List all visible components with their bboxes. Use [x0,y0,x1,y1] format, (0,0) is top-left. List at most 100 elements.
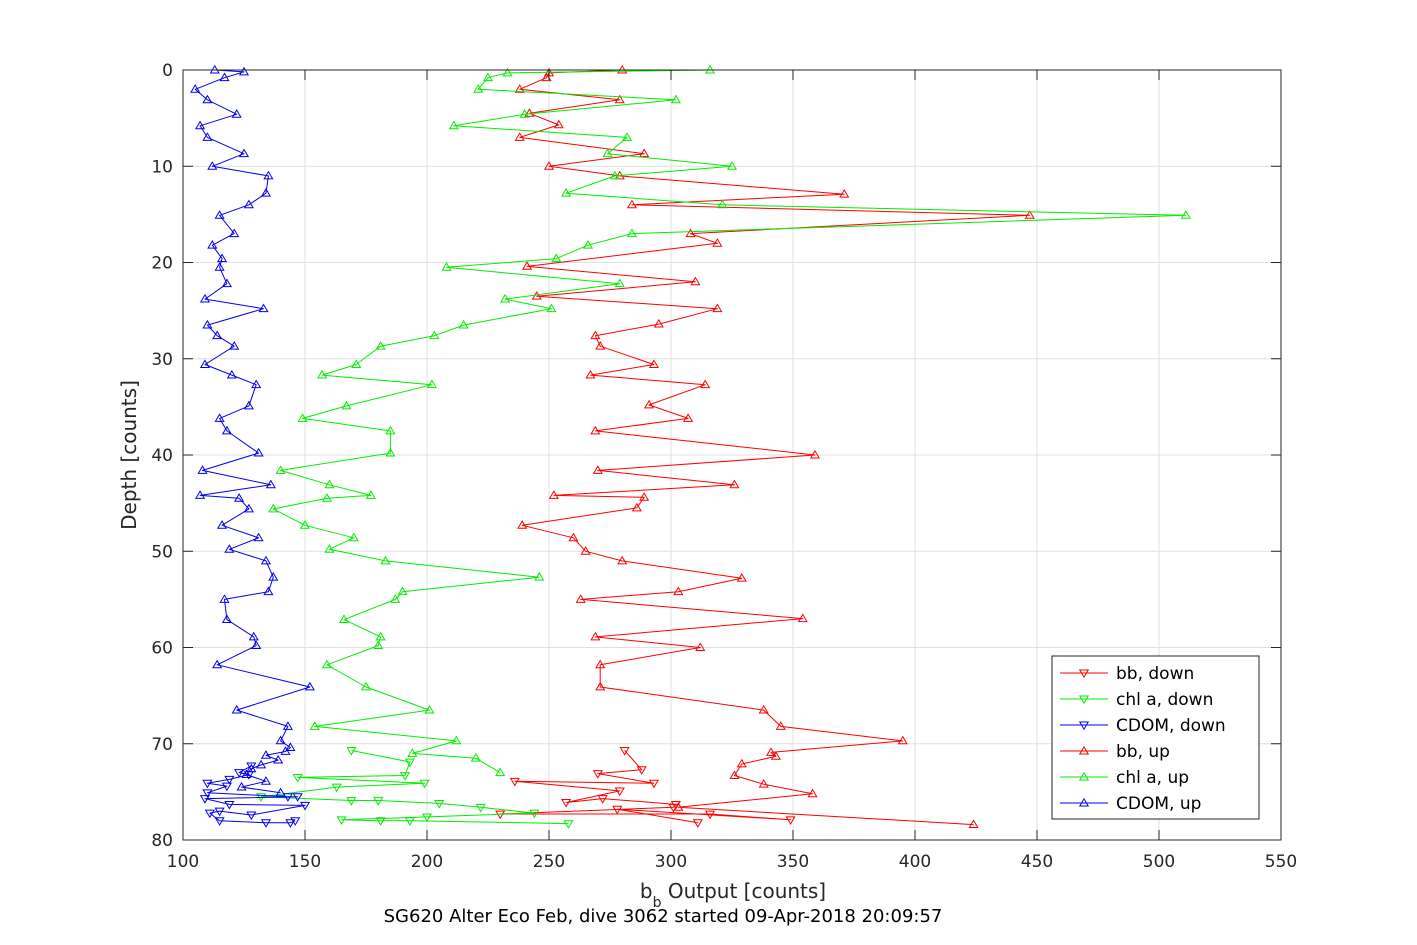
data-point [648,779,659,789]
data-point [268,503,279,513]
data-point [470,753,481,762]
data-point [797,613,808,623]
data-point [473,84,484,93]
legend-item-chl-a-up: chl a, up [1060,768,1189,788]
data-point [260,776,272,785]
data-point [214,413,225,422]
data-point [517,520,528,529]
data-point [209,64,220,74]
data-point [617,555,628,565]
data-point [246,811,257,821]
data-point [700,379,711,389]
data-point [626,228,638,238]
data-point [575,594,586,603]
legend-item-bb-up: bb, up [1060,742,1170,762]
data-point [290,817,301,826]
data-point [346,747,357,756]
data-point [199,359,211,368]
data-point [568,532,579,542]
chart-title: SG620 Alter Eco Feb, dive 3062 started 0… [384,906,943,927]
data-point [292,773,303,783]
data-point [639,492,650,501]
data-point [500,293,511,303]
data-point [441,262,452,271]
data-point [602,148,613,158]
data-point [580,546,591,555]
x-tick-label: 300 [655,852,687,872]
data-point [216,253,228,263]
series-cdom-up [190,64,315,797]
data-point [426,379,437,389]
data-point [219,594,230,603]
data-point [285,819,296,828]
data-point [704,64,716,74]
data-point [260,819,272,828]
x-tick-label: 100 [167,852,199,872]
data-point [280,746,291,755]
data-point [546,303,557,313]
data-point [285,742,296,752]
data-point [207,239,218,249]
x-tick-label: 550 [1265,852,1297,872]
data-point [614,787,625,797]
data-point [785,816,796,825]
data-point [626,199,638,209]
data-point [404,817,415,826]
y-tick-label: 20 [151,254,173,274]
y-tick-label: 50 [151,542,173,562]
y-axis-label: Depth [counts] [117,380,141,530]
data-point [221,614,232,624]
data-point [636,766,647,775]
data-point [597,795,608,804]
data-point [202,779,213,789]
data-point [292,793,303,802]
data-point [268,572,279,581]
data-point [216,520,228,529]
data-point [385,447,396,457]
data-point [809,449,821,459]
data-point [224,544,235,553]
data-point [234,769,245,778]
legend-label: bb, up [1116,742,1170,762]
data-point [375,341,386,350]
data-point [219,72,230,82]
data-point [385,425,396,435]
series-chl-a-up [268,64,1191,777]
data-point [673,802,684,811]
data-point [214,210,225,219]
tick-labels: 100 150 200 250 300 350 400 450 500 550 0 10 20 30 40 5… [151,61,1297,872]
data-point [543,161,555,170]
data-point [243,199,254,209]
data-point [256,759,267,769]
data-point [202,94,213,104]
data-point [238,148,250,158]
data-point [729,770,740,779]
data-point [561,799,572,808]
data-point [297,413,308,422]
data-point [199,293,211,303]
data-point [475,803,486,813]
data-point [202,132,213,141]
data-point [683,413,694,422]
data-point [197,465,208,474]
data-point [595,681,606,691]
data-point [619,747,630,756]
data-point [590,425,601,435]
series-line [204,765,306,824]
x-tick-label: 500 [1143,852,1175,872]
series-line [194,69,311,794]
data-point [1180,210,1191,219]
data-point [373,797,384,806]
x-axis-label-subscript: b [653,895,662,911]
data-point [407,748,418,757]
data-point [495,767,506,777]
data-point [690,276,701,286]
data-point [502,67,513,77]
legend-label: CDOM, up [1116,794,1201,814]
data-point [736,758,747,768]
y-tick-label: 80 [151,831,173,851]
data-point [324,479,335,489]
data-point [561,188,572,197]
data-point [234,493,245,502]
